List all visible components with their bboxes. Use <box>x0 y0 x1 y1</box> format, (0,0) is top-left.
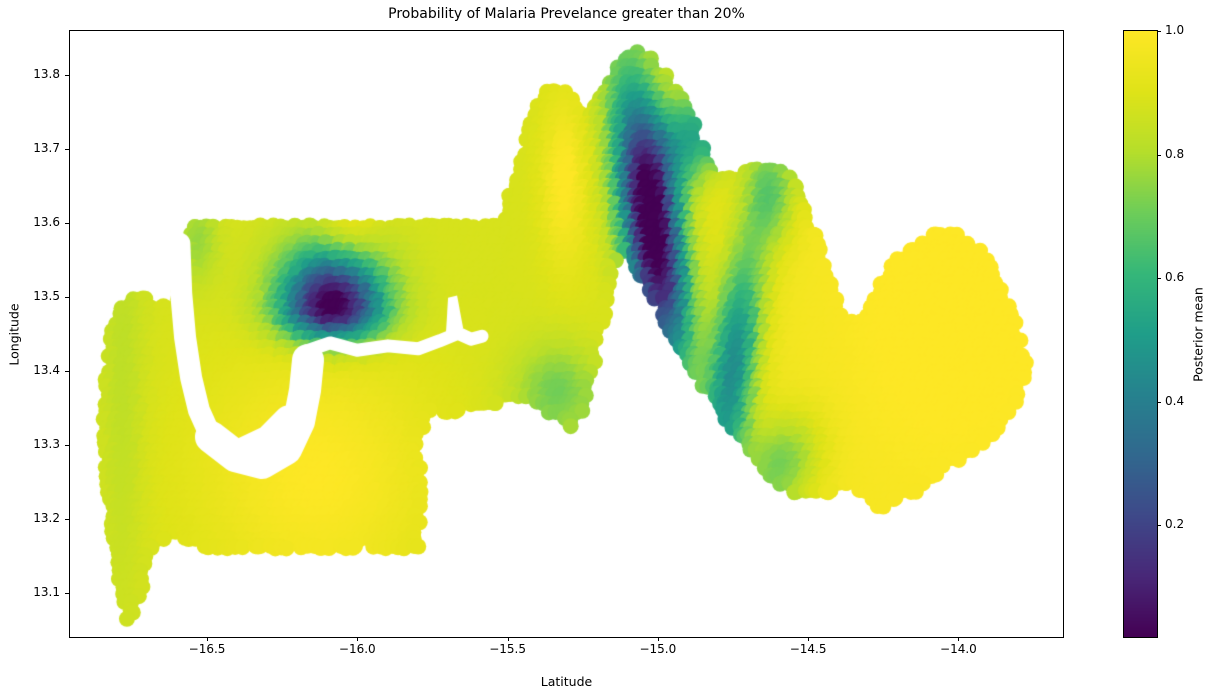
y-tick-label: 13.3 <box>33 437 60 452</box>
colorbar-tick-label: 0.2 <box>1165 517 1185 532</box>
x-tick <box>507 637 509 641</box>
colorbar-tick <box>1157 401 1161 403</box>
y-tick <box>65 296 69 298</box>
colorbar-label: Posterior mean <box>1190 287 1206 382</box>
plot-area <box>69 30 1064 638</box>
x-tick-label: −16.5 <box>188 642 226 656</box>
colorbar-tick <box>1157 278 1161 280</box>
colorbar-tick <box>1157 154 1161 156</box>
x-tick-label: −14.5 <box>789 642 827 656</box>
colorbar-tick <box>1157 31 1161 32</box>
y-tick-label: 13.2 <box>33 511 60 526</box>
colorbar-canvas <box>1124 31 1157 637</box>
x-tick-label: −15.5 <box>489 642 526 656</box>
x-tick <box>808 637 810 641</box>
colorbar-tick-label: 0.4 <box>1165 393 1185 408</box>
y-tick <box>65 222 69 224</box>
x-tick <box>357 637 359 641</box>
chart-title: Probability of Malaria Prevelance greate… <box>388 6 745 22</box>
x-tick-label: −15.0 <box>639 642 677 656</box>
y-tick-label: 13.6 <box>33 214 60 229</box>
y-tick-label: 13.5 <box>33 288 60 303</box>
y-tick-label: 13.7 <box>33 140 60 155</box>
y-tick-label: 13.8 <box>33 66 60 81</box>
x-tick-label: −16.0 <box>338 642 376 656</box>
y-tick-label: 13.4 <box>33 363 60 378</box>
x-axis-label: Latitude <box>540 674 593 689</box>
colorbar <box>1123 30 1158 638</box>
x-tick <box>958 637 960 641</box>
colorbar-tick-label: 1.0 <box>1165 23 1185 37</box>
colorbar-tick-label: 0.6 <box>1165 270 1185 285</box>
y-tick <box>65 148 69 150</box>
y-tick-label: 13.1 <box>33 585 60 600</box>
map-canvas <box>70 31 1063 637</box>
y-tick <box>65 74 69 76</box>
colorbar-tick <box>1157 525 1161 527</box>
y-tick <box>65 519 69 521</box>
colorbar-tick-label: 0.8 <box>1165 146 1185 161</box>
x-tick <box>657 637 659 641</box>
y-tick <box>65 445 69 447</box>
x-tick-label: −14.0 <box>940 642 977 656</box>
y-tick <box>65 371 69 373</box>
y-tick <box>65 593 69 595</box>
x-tick <box>207 637 209 641</box>
y-axis-label: Longitude <box>6 303 22 366</box>
